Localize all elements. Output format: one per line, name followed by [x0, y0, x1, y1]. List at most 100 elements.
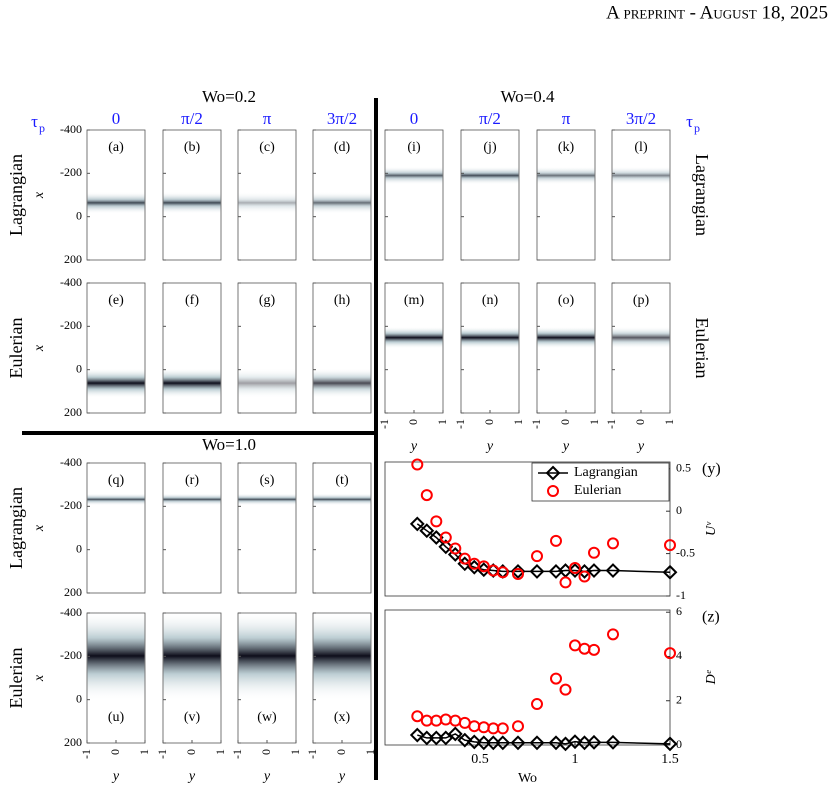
density-band: [461, 326, 519, 349]
density-band: [163, 368, 221, 399]
diamond-marker: [457, 732, 473, 748]
diamond-marker: [419, 730, 435, 746]
y-tick-label: -200: [60, 318, 82, 332]
x-tick-label: 0: [334, 749, 348, 755]
x-tick-label: -1: [453, 419, 467, 429]
x-tick-label: -1: [305, 749, 319, 759]
circle-marker: [588, 643, 600, 656]
y-tick-label: 0.5: [676, 461, 691, 475]
legend-label: Lagrangian: [574, 465, 638, 480]
y-axis-label: Dᵉ: [704, 669, 719, 685]
x-axis-label: y: [636, 439, 645, 454]
density-band: [163, 493, 221, 506]
density-band: [238, 493, 296, 506]
header: A preprint - August 18, 2025: [606, 2, 828, 23]
x-tick-label: -1: [604, 419, 618, 429]
tau-symbol: τ: [31, 112, 38, 131]
y-tick-label: -400: [60, 275, 82, 289]
x-tick-label: 1.5: [661, 752, 679, 767]
density-band: [163, 610, 221, 701]
diamond-marker: [438, 539, 454, 555]
tau-subscript: p: [39, 121, 45, 135]
diamond-marker: [529, 735, 545, 751]
panel-label: (c): [259, 140, 275, 155]
density-band: [313, 368, 371, 399]
tau-label: 0: [112, 109, 121, 128]
tau-label: 3π/2: [327, 109, 357, 128]
panel-label: (e): [108, 293, 124, 308]
y-axis-label: x: [32, 524, 47, 532]
circle-marker: [430, 515, 443, 528]
tau-label: 0: [410, 109, 419, 128]
y-tick-label: 0: [76, 541, 82, 555]
diamond-marker: [438, 730, 454, 746]
circle-marker: [420, 489, 433, 502]
diamond-marker: [447, 726, 463, 742]
y-tick-label: -200: [60, 648, 82, 662]
panel-label: (t): [335, 473, 349, 488]
circle-marker: [550, 534, 562, 547]
circle-marker: [607, 628, 619, 641]
x-axis-label: y: [485, 439, 494, 454]
x-tick-label: -1: [230, 749, 244, 759]
tau-label: π: [562, 109, 571, 128]
diamond-marker: [485, 735, 501, 751]
y-tick-label: 200: [64, 585, 82, 599]
panel-label: (r): [185, 473, 199, 488]
group-title: Wo=0.4: [500, 87, 555, 106]
circle-marker: [664, 647, 676, 660]
diamond-marker: [605, 734, 621, 750]
legend-marker: [547, 485, 559, 497]
y-tick-label: 200: [64, 405, 82, 419]
x-tick-label: 1: [511, 419, 525, 425]
y-tick-label: 0: [676, 737, 682, 751]
series-line: [417, 733, 671, 745]
panel-label: (k): [558, 140, 575, 155]
y-tick-label: -400: [60, 455, 82, 469]
diamond-marker: [476, 735, 492, 751]
panel-label: (j): [483, 140, 497, 155]
legend-marker: [545, 465, 561, 481]
circle-marker: [559, 683, 572, 696]
x-axis-label: y: [561, 439, 570, 454]
panel-label: (s): [260, 473, 275, 488]
x-tick-label: 0: [108, 749, 122, 755]
y-tick-label: -200: [60, 498, 82, 512]
x-tick-label: 0.5: [471, 752, 489, 767]
tau-label: π/2: [479, 109, 501, 128]
panel-label: (i): [407, 140, 421, 155]
panel-label: (u): [108, 710, 125, 725]
density-panel: [237, 462, 297, 594]
density-band: [612, 326, 670, 349]
circle-marker: [578, 570, 591, 583]
circle-marker: [411, 710, 424, 723]
x-axis-label: y: [111, 769, 120, 784]
density-band: [87, 191, 145, 214]
row-label: Lagrangian: [6, 154, 26, 236]
density-band: [385, 326, 443, 349]
panel-label: (z): [702, 609, 720, 626]
y-tick-label: 4: [676, 648, 682, 662]
y-tick-label: 0: [76, 208, 82, 222]
y-tick-label: 200: [64, 735, 82, 749]
density-band: [238, 610, 296, 701]
x-axis-label: Wo: [518, 771, 537, 786]
density-band: [313, 493, 371, 506]
diamond-marker: [409, 516, 425, 532]
y-axis-label: Uᵛ: [704, 521, 719, 536]
y-tick-label: -0.5: [676, 545, 695, 559]
density-band: [238, 191, 296, 214]
diamond-marker: [567, 734, 583, 750]
y-tick-label: 6: [676, 604, 682, 618]
diamond-marker: [605, 563, 621, 578]
x-tick-label: 0: [259, 749, 273, 755]
row-label: Eulerian: [6, 318, 26, 379]
circle-marker: [578, 642, 591, 655]
circle-marker: [411, 458, 424, 471]
row-label: Lagrangian: [6, 487, 26, 569]
density-band: [385, 166, 443, 185]
x-tick-label: -1: [79, 749, 93, 759]
density-panel: [460, 129, 520, 261]
y-tick-label: -1: [676, 588, 686, 602]
